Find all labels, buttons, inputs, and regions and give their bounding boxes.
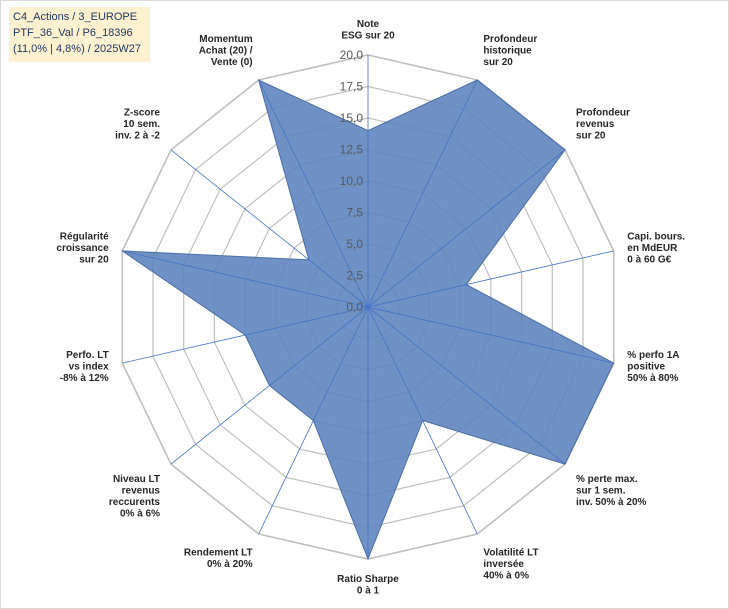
tick-label: 0,0 [346,300,363,314]
tick-label: 15,0 [340,111,364,125]
category-label-line: 0 à 1 [357,586,380,597]
category-label-line: Profondeur [576,108,630,119]
category-label-line: Note [357,19,380,30]
portfolio-info-box: C4_Actions / 3_EUROPE PTF_36_Val / P6_18… [9,7,150,62]
category-label: % perfo 1A positive 50% à 80% [627,350,679,384]
tick-label: 10,0 [340,174,364,188]
category-label: Perfo. LT vs index -8% à 12% [60,350,109,384]
category-label-line: en MdEUR [627,243,678,254]
category-label-line: revenus [122,485,161,496]
info-line-portfolio: PTF_36_Val / P6_18396 [13,27,133,39]
axis-spoke [170,149,369,308]
category-label: Z-score 10 sem. inv. 2 à -2 [115,108,160,142]
category-label-line: Capi. bours. [627,232,685,243]
category-label-line: Ratio Sharpe [337,574,399,585]
category-label-line: sur 1 sem. [576,485,626,496]
category-label-line: inv. 2 à -2 [115,131,160,142]
category-label-line: Perfo. LT [66,350,109,361]
category-label-line: 50% à 80% [627,373,678,384]
category-label-line: Momentum [199,34,252,45]
category-label-line: Vente (0) [211,57,253,68]
radial-axis-ticks: 0,0 2,5 5,0 7,5 10,0 12,5 15,0 17,5 20,0 [340,48,364,314]
category-label-line: 40% à 0% [483,571,529,582]
axis-spoke [122,250,369,308]
category-label: Ratio Sharpe 0 à 1 [337,574,399,597]
axis-spoke [122,306,369,364]
category-label: Profondeur revenus sur 20 [576,108,630,142]
axis-spoke [367,306,478,535]
category-label-line: vs index [69,361,109,372]
category-labels: Note ESG sur 20 Profondeur historique sur 20… [56,19,685,597]
category-label-line: Régularité [60,232,109,243]
category-label-line: Niveau LT [113,474,160,485]
category-label-line: -8% à 12% [60,373,109,384]
category-label-line: 0% à 6% [120,508,160,519]
radar-spokes [122,55,614,559]
tick-label: 2,5 [346,269,363,283]
info-line-category: C4_Actions / 3_EUROPE [13,11,138,23]
category-label-line: 0% à 20% [207,559,253,570]
category-label-line: positive [627,361,665,372]
category-label-line: 0 à 60 G€ [627,255,671,266]
category-label-line: Achat (20) / [199,45,253,56]
tick-label: 17,5 [340,80,364,94]
axis-spoke [367,149,566,308]
category-label-line: sur 20 [79,255,109,266]
category-label-line: reccurents [109,497,161,508]
axis-spoke [367,250,614,308]
category-label-line: Rendement LT [184,548,253,559]
axis-spoke [367,306,566,465]
category-label-line: sur 20 [483,57,513,68]
category-label: Capi. bours. en MdEUR 0 à 60 G€ [627,232,685,266]
tick-label: 20,0 [340,48,364,62]
tick-label: 5,0 [346,237,363,251]
category-label-line: % perfo 1A [627,350,679,361]
category-label-line: Profondeur [483,34,537,45]
category-label-line: Volatilité LT [483,548,538,559]
category-label: % perte max. sur 1 sem. inv. 50% à 20% [576,474,647,508]
category-label-line: inv. 50% à 20% [576,497,647,508]
axis-spoke [258,79,369,308]
category-label-line: croissance [56,243,109,254]
category-label-line: 10 sem. [123,119,160,130]
axis-spoke [170,306,369,465]
category-label: Note ESG sur 20 [341,19,395,42]
tick-label: 12,5 [340,143,364,157]
axis-spoke [367,306,614,364]
category-label: Rendement LT 0% à 20% [184,548,253,571]
axis-spoke [258,306,369,535]
info-line-performance: (11,0% | 4,8%) / 2025W27 [13,43,141,55]
category-label: Régularité croissance sur 20 [56,232,109,266]
category-label-line: sur 20 [576,131,606,142]
category-label: Momentum Achat (20) / Vente (0) [199,34,253,68]
axis-spoke [367,79,478,308]
category-label-line: revenus [576,119,615,130]
category-label: Niveau LT revenus reccurents 0% à 6% [109,474,161,520]
category-label: Profondeur historique sur 20 [483,34,537,68]
category-label: Volatilité LT inversée 40% à 0% [483,548,538,582]
category-label-line: % perte max. [576,474,638,485]
tick-label: 7,5 [346,206,363,220]
category-label-line: ESG sur 20 [341,31,395,42]
category-label-line: historique [483,45,532,56]
category-label-line: inversée [483,559,524,570]
category-label-line: Z-score [124,108,161,119]
